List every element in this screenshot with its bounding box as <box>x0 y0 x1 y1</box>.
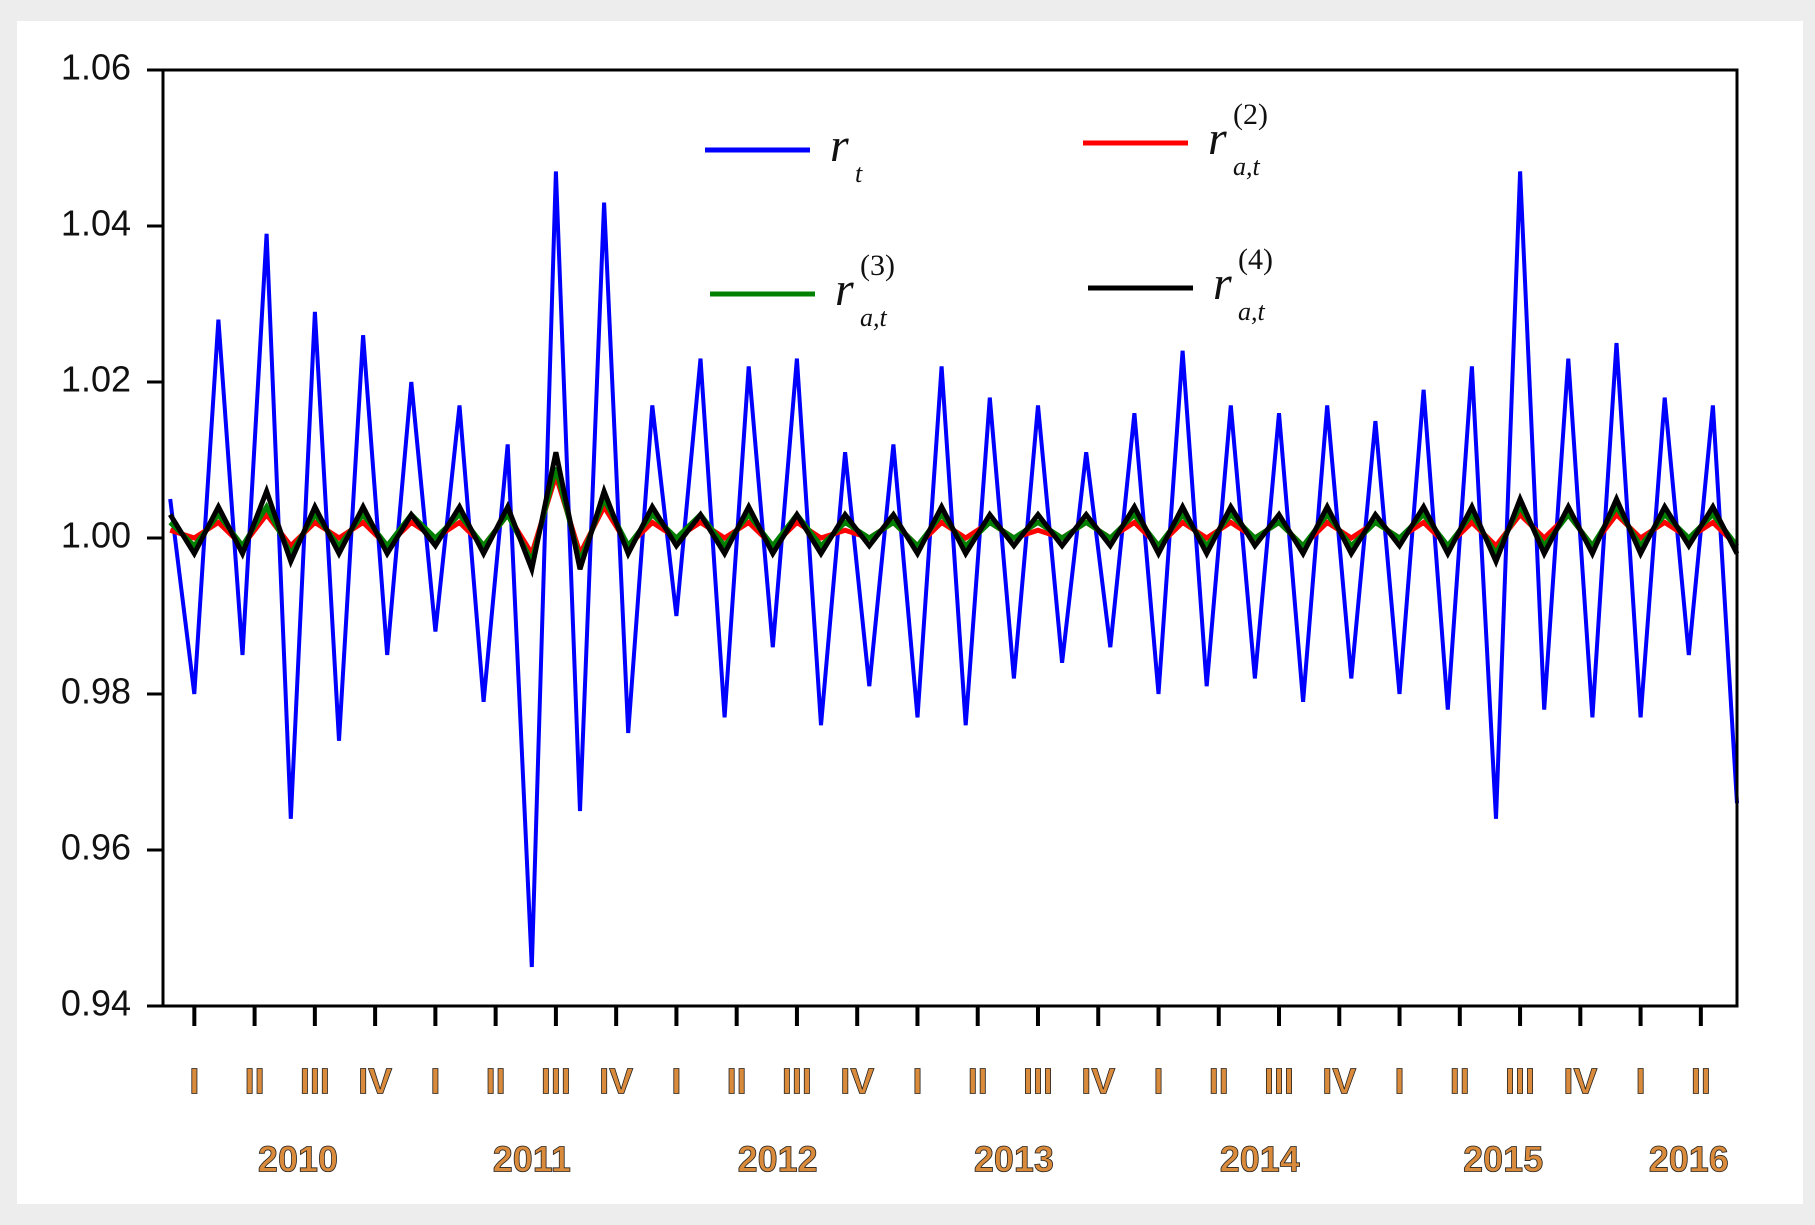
x-tick-label: IV <box>1322 1061 1356 1102</box>
year-label: 2016 <box>1649 1139 1729 1180</box>
x-tick-label: I <box>1153 1061 1163 1102</box>
series-line <box>168 451 1740 579</box>
year-label: 2015 <box>1463 1139 1543 1180</box>
legend-label: r <box>1208 112 1227 165</box>
x-tick-label: I <box>912 1061 922 1102</box>
plot-area <box>168 171 1740 968</box>
x-tick-label: II <box>727 1061 747 1102</box>
x-tick-label: II <box>1450 1061 1470 1102</box>
y-tick-label: 1.06 <box>61 47 131 88</box>
x-tick-label: I <box>189 1061 199 1102</box>
x-tick-label: III <box>782 1061 812 1102</box>
y-tick-label: 0.98 <box>61 671 131 712</box>
x-tick-label: I <box>1395 1061 1405 1102</box>
x-tick-label: III <box>300 1061 330 1102</box>
x-tick-label: III <box>1023 1061 1053 1102</box>
x-tick-label: II <box>486 1061 506 1102</box>
x-tick-label: II <box>1209 1061 1229 1102</box>
x-tick-label: I <box>430 1061 440 1102</box>
legend-label: r <box>830 119 849 172</box>
x-tick-label: I <box>671 1061 681 1102</box>
x-tick-label: III <box>1264 1061 1294 1102</box>
legend-subscript: a,t <box>1233 152 1261 181</box>
x-tick-label: II <box>245 1061 265 1102</box>
x-tick-label: IV <box>1081 1061 1115 1102</box>
legend-superscript: (2) <box>1233 98 1268 131</box>
legend-label: r <box>835 263 854 316</box>
x-tick-label: III <box>1505 1061 1535 1102</box>
x-tick-label: III <box>541 1061 571 1102</box>
x-tick-label: I <box>1636 1061 1646 1102</box>
x-tick-label: IV <box>840 1061 874 1102</box>
legend-subscript: a,t <box>860 303 888 332</box>
x-tick-label: IV <box>1563 1061 1597 1102</box>
legend-subscript: t <box>855 159 863 188</box>
legend-label: r <box>1213 257 1232 310</box>
legend-superscript: (3) <box>860 249 895 282</box>
x-tick-label: IV <box>358 1061 392 1102</box>
x-tick-label: II <box>968 1061 988 1102</box>
legend-subscript: a,t <box>1238 297 1266 326</box>
x-tick-label: II <box>1691 1061 1711 1102</box>
year-label: 2011 <box>493 1139 571 1180</box>
x-tick-label: IV <box>599 1061 633 1102</box>
y-tick-label: 1.04 <box>61 203 131 244</box>
year-label: 2013 <box>974 1139 1054 1180</box>
y-tick-label: 0.94 <box>61 983 131 1024</box>
y-tick-label: 0.96 <box>61 827 131 868</box>
legend-superscript: (4) <box>1238 243 1273 276</box>
year-label: 2012 <box>738 1139 818 1180</box>
y-tick-label: 1.00 <box>61 515 131 556</box>
year-label: 2010 <box>258 1139 338 1180</box>
series-line <box>168 171 1739 968</box>
y-tick-label: 1.02 <box>61 359 131 400</box>
year-label: 2014 <box>1220 1139 1300 1180</box>
